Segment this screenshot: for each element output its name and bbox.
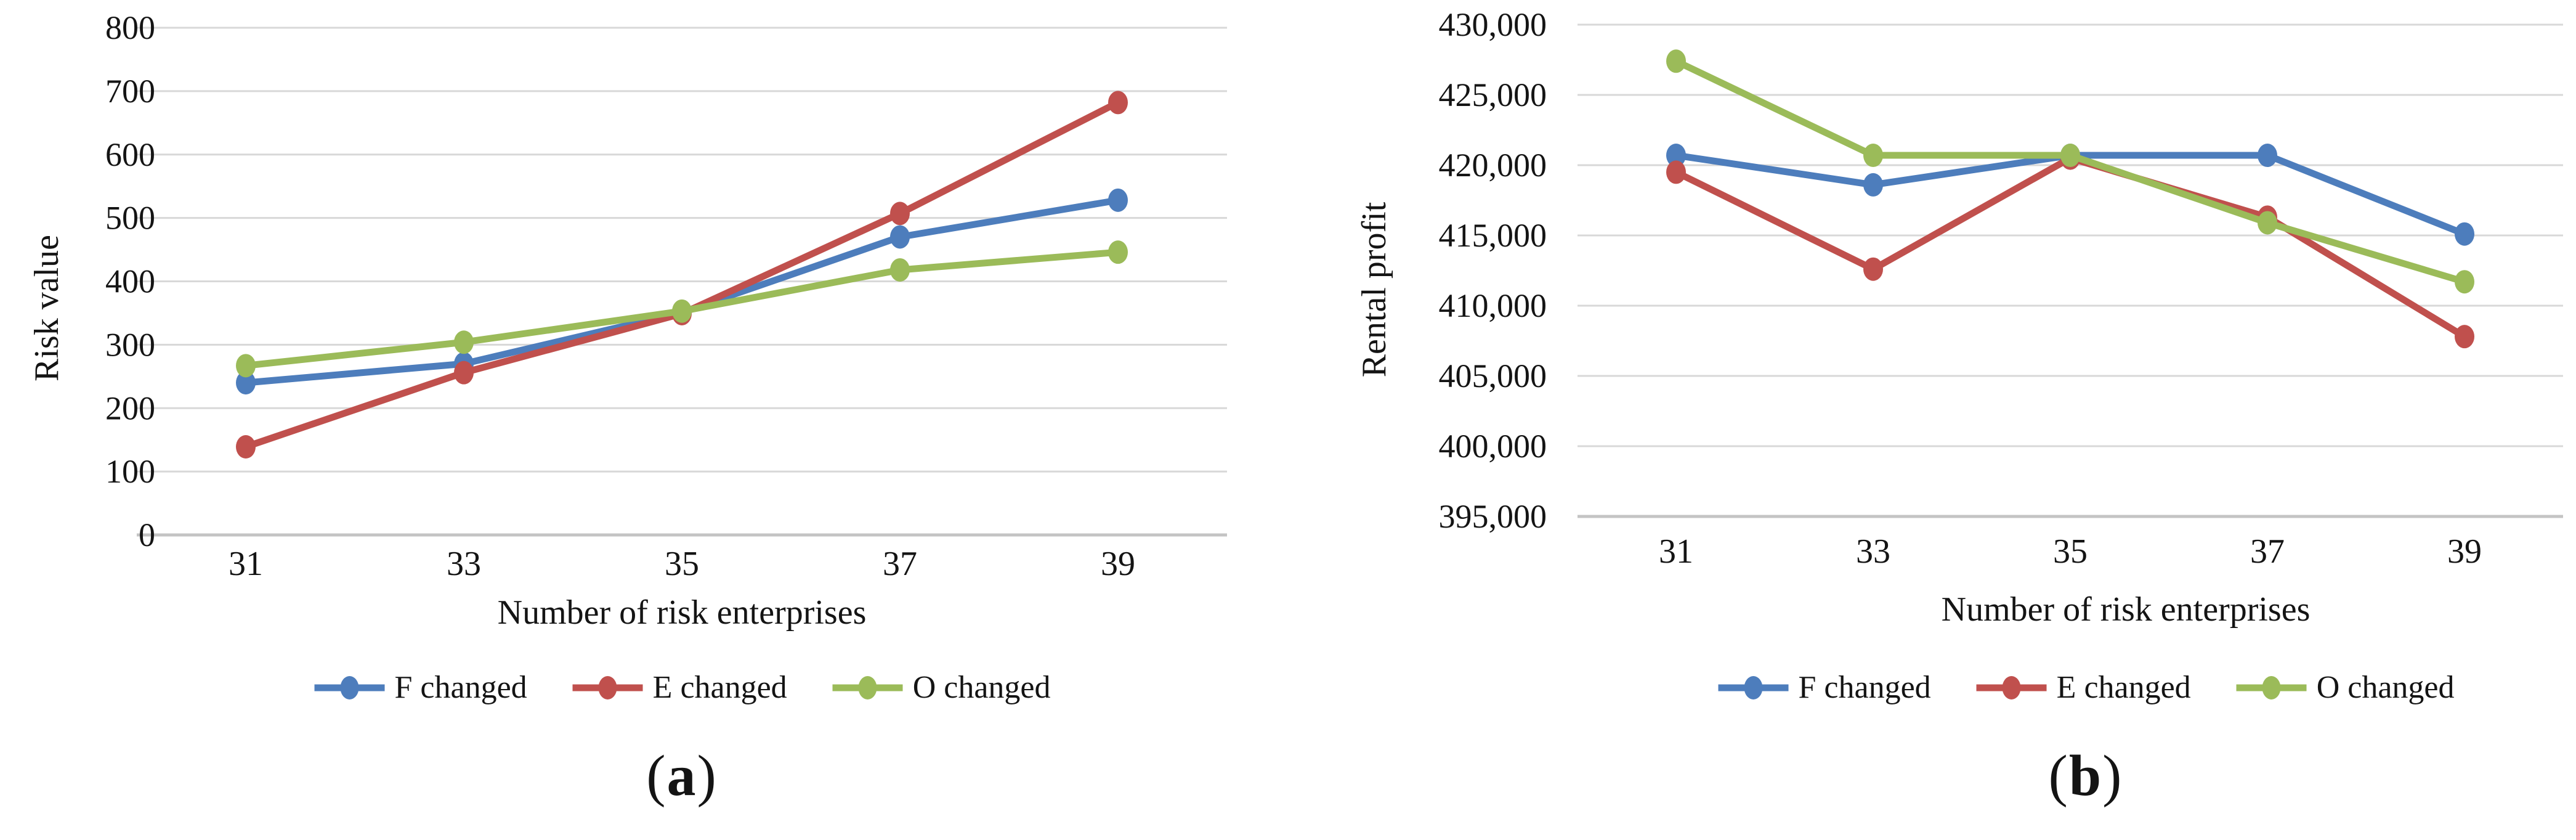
- series-f-changed: [236, 188, 1128, 395]
- y-tick-label: 700: [105, 73, 155, 110]
- legend-marker-point: [2002, 675, 2021, 699]
- legend-marker: [1976, 675, 2047, 699]
- legend-label: E changed: [2056, 670, 2191, 705]
- legend-marker: [2236, 675, 2307, 699]
- y-tick-label: 425,000: [1439, 76, 1547, 113]
- legend-marker-point: [858, 675, 877, 699]
- caption-paren-open: (: [646, 744, 667, 808]
- legend-marker-point: [2262, 675, 2281, 699]
- data-point-marker: [1108, 91, 1128, 115]
- data-point-marker: [454, 330, 474, 354]
- y-tick-label: 420,000: [1439, 147, 1547, 184]
- x-axis-title: Number of risk enterprises: [497, 593, 867, 632]
- y-tick-label: 410,000: [1439, 287, 1547, 324]
- caption-paren-close: ): [697, 744, 718, 808]
- y-tick-label: 415,000: [1439, 217, 1547, 254]
- y-tick-label: 800: [105, 9, 155, 46]
- legend-item: F changed: [1717, 669, 1931, 706]
- caption-paren-open: (: [2048, 744, 2069, 808]
- y-tick-label: 0: [139, 516, 155, 553]
- legend-marker-point: [1744, 675, 1763, 699]
- legend-label: O changed: [912, 670, 1051, 705]
- line-chart-rental-profit: 395,000 400,000 405,000 410,000 415,000 420,0…: [1439, 6, 2563, 571]
- legend-marker: [832, 675, 903, 699]
- legend-label: F changed: [394, 670, 527, 705]
- data-point-marker: [2455, 222, 2474, 246]
- legend-marker-point: [340, 675, 359, 699]
- data-point-marker: [1666, 160, 1686, 184]
- data-point-marker: [454, 361, 474, 385]
- data-point-marker: [890, 258, 910, 282]
- data-point-marker: [1863, 144, 1883, 168]
- legend-item: E changed: [1975, 669, 2191, 706]
- data-point-marker: [236, 371, 256, 395]
- y-tick-label: 600: [105, 136, 155, 173]
- y-axis-title-risk-value: Risk value: [28, 235, 66, 381]
- y-tick-label: 405,000: [1439, 357, 1547, 394]
- data-point-marker: [1108, 240, 1128, 264]
- data-point-marker: [236, 435, 256, 459]
- panel-caption: (a): [646, 743, 718, 809]
- data-point-marker: [890, 202, 910, 226]
- x-axis-title: Number of risk enterprises: [1941, 590, 2311, 629]
- legend-item: O changed: [2235, 669, 2455, 706]
- legend: F changed E changed O changed: [1717, 669, 2455, 706]
- y-tick-label: 100: [105, 453, 155, 490]
- x-tick-label: 35: [2053, 532, 2088, 571]
- data-point-marker: [2060, 144, 2080, 168]
- data-point-marker: [890, 225, 910, 249]
- y-tick-label: 200: [105, 389, 155, 426]
- data-point-marker: [1666, 144, 1686, 168]
- legend: F changed E changed O changed: [314, 669, 1051, 706]
- legend-marker-point: [598, 675, 617, 699]
- legend-item: O changed: [832, 669, 1051, 706]
- series-e-changed: [236, 91, 1128, 459]
- data-point-marker: [1863, 257, 1883, 281]
- y-tick-label: 500: [105, 200, 155, 237]
- data-point-marker: [2258, 211, 2277, 235]
- y-tick-label: 400: [105, 263, 155, 300]
- data-point-marker: [2455, 270, 2474, 294]
- x-tick-label: 31: [1659, 532, 1693, 571]
- x-tick-label: 39: [1101, 545, 1135, 583]
- legend-item: E changed: [572, 669, 787, 706]
- x-tick-label: 37: [883, 545, 917, 583]
- caption-paren-close: ): [2102, 744, 2123, 808]
- line-chart-risk-value: 0 100 200 300 400 500 600 700 800 31 33 35 37 39: [105, 9, 1227, 583]
- data-point-marker: [2455, 325, 2474, 349]
- data-point-marker: [1108, 188, 1128, 212]
- y-tick-label: 300: [105, 326, 155, 363]
- panel-a: 0 100 200 300 400 500 600 700 800 31 33 35 37 39 Risk…: [28, 9, 1227, 809]
- data-point-marker: [2258, 144, 2277, 168]
- data-point-marker: [236, 354, 256, 378]
- x-tick-label: 33: [1856, 532, 1890, 571]
- legend-label: O changed: [2316, 670, 2455, 705]
- legend-marker: [1718, 675, 1789, 699]
- legend-item: F changed: [314, 669, 527, 706]
- legend-label: F changed: [1798, 670, 1931, 705]
- x-tick-label: 37: [2250, 532, 2285, 571]
- series-line: [242, 197, 1122, 386]
- caption-letter: b: [2068, 744, 2103, 808]
- x-tick-label: 35: [665, 545, 699, 583]
- data-point-marker: [1863, 173, 1883, 197]
- x-tick-label: 31: [229, 545, 263, 583]
- series-o-changed: [236, 240, 1128, 378]
- data-point-marker: [1666, 49, 1686, 73]
- legend-marker: [314, 675, 385, 699]
- data-point-marker: [672, 299, 692, 323]
- y-tick-label: 430,000: [1439, 6, 1547, 43]
- legend-label: E changed: [652, 670, 787, 705]
- y-tick-label: 400,000: [1439, 428, 1547, 465]
- x-tick-label: 39: [2447, 532, 2482, 571]
- legend-marker: [572, 675, 643, 699]
- x-tick-label: 33: [447, 545, 481, 583]
- y-tick-label: 395,000: [1439, 498, 1547, 535]
- panel-b: 395,000 400,000 405,000 410,000 415,000 420,0…: [1288, 0, 2576, 840]
- panel-caption: (b): [2049, 743, 2123, 809]
- caption-letter: a: [666, 744, 697, 808]
- y-axis-title-rental-profit: Rental profit: [1355, 202, 1393, 378]
- series-o-changed: [1666, 49, 2474, 294]
